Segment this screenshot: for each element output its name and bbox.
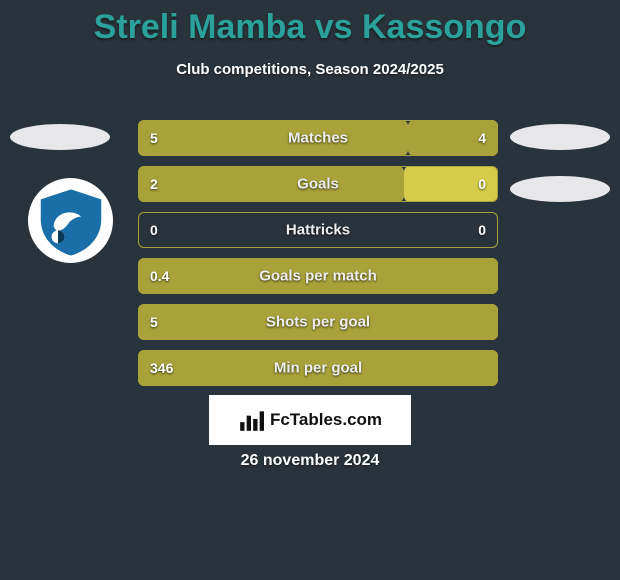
row-label: Hattricks: [286, 222, 350, 239]
player-right-oval-2: [510, 176, 610, 202]
subtitle: Club competitions, Season 2024/2025: [0, 61, 620, 78]
value-right: 0: [478, 176, 486, 192]
value-left: 5: [150, 130, 158, 146]
watermark-text: FcTables.com: [270, 410, 382, 430]
value-right: 0: [478, 222, 486, 238]
club-shield-icon: [35, 185, 107, 257]
player-left-oval: [10, 124, 110, 150]
player-left-club-badge: [28, 178, 113, 263]
player-right-oval-1: [510, 124, 610, 150]
footer-date: 26 november 2024: [241, 452, 380, 470]
value-left: 5: [150, 314, 158, 330]
value-left: 2: [150, 176, 158, 192]
row-label: Min per goal: [274, 360, 362, 377]
value-left: 0: [150, 222, 158, 238]
stat-row: 346 Min per goal: [138, 350, 498, 386]
comparison-chart: 5 4 Matches 2 0 Goals 0 0 Hattricks 0.4 Goals per …: [138, 120, 498, 396]
row-label: Matches: [288, 130, 348, 147]
stat-row: 0 0 Hattricks: [138, 212, 498, 248]
stat-row: 2 0 Goals: [138, 166, 498, 202]
value-right: 4: [478, 130, 486, 146]
row-label: Shots per goal: [266, 314, 370, 331]
stat-row: 5 4 Matches: [138, 120, 498, 156]
stat-row: 0.4 Goals per match: [138, 258, 498, 294]
row-label: Goals per match: [259, 268, 377, 285]
value-left: 0.4: [150, 268, 169, 284]
page-title: Streli Mamba vs Kassongo: [0, 0, 620, 47]
bars-icon: [238, 407, 264, 433]
row-label: Goals: [297, 176, 339, 193]
watermark: FcTables.com: [209, 395, 411, 445]
stat-row: 5 Shots per goal: [138, 304, 498, 340]
value-left: 346: [150, 360, 173, 376]
bar-left: [138, 120, 408, 156]
bar-left: [138, 166, 404, 202]
